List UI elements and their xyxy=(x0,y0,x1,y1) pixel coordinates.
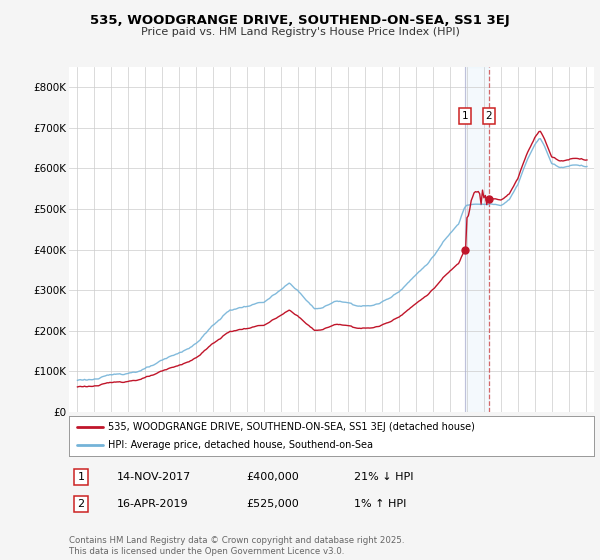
Text: Price paid vs. HM Land Registry's House Price Index (HPI): Price paid vs. HM Land Registry's House … xyxy=(140,27,460,37)
Text: Contains HM Land Registry data © Crown copyright and database right 2025.
This d: Contains HM Land Registry data © Crown c… xyxy=(69,536,404,556)
Text: 535, WOODGRANGE DRIVE, SOUTHEND-ON-SEA, SS1 3EJ (detached house): 535, WOODGRANGE DRIVE, SOUTHEND-ON-SEA, … xyxy=(109,422,475,432)
Text: 16-APR-2019: 16-APR-2019 xyxy=(117,499,188,509)
Text: £400,000: £400,000 xyxy=(246,472,299,482)
Bar xyxy=(465,67,489,412)
Text: 2: 2 xyxy=(77,499,85,509)
Text: 14-NOV-2017: 14-NOV-2017 xyxy=(117,472,191,482)
Text: 2: 2 xyxy=(485,111,492,121)
Text: 21% ↓ HPI: 21% ↓ HPI xyxy=(354,472,413,482)
Text: 1: 1 xyxy=(77,472,85,482)
Text: 535, WOODGRANGE DRIVE, SOUTHEND-ON-SEA, SS1 3EJ: 535, WOODGRANGE DRIVE, SOUTHEND-ON-SEA, … xyxy=(90,14,510,27)
Text: £525,000: £525,000 xyxy=(246,499,299,509)
Text: 1% ↑ HPI: 1% ↑ HPI xyxy=(354,499,406,509)
Text: 1: 1 xyxy=(461,111,468,121)
Text: HPI: Average price, detached house, Southend-on-Sea: HPI: Average price, detached house, Sout… xyxy=(109,440,373,450)
